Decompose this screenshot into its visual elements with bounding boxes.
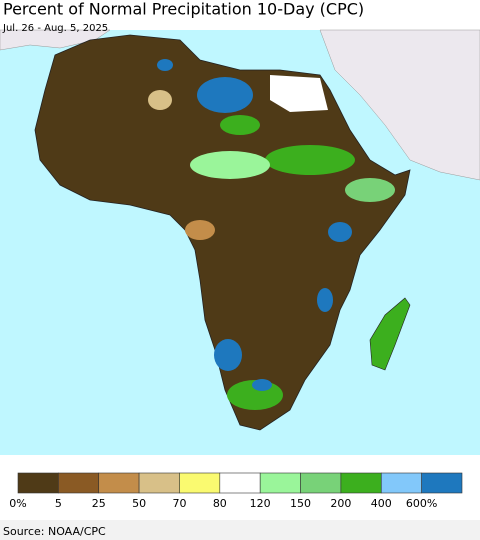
source: Source: NOAA/CPC <box>3 525 106 538</box>
legend-label: 400 <box>371 497 392 510</box>
legend-label: 120 <box>250 497 271 510</box>
region-wet <box>214 339 242 371</box>
legend-swatch <box>219 472 261 494</box>
region-dry <box>185 220 215 240</box>
legend-label: 5 <box>55 497 62 510</box>
legend-swatch <box>300 472 342 494</box>
legend-swatch <box>340 472 382 494</box>
legend-label: 70 <box>172 497 186 510</box>
region-wet <box>190 151 270 179</box>
region-wet <box>265 145 355 175</box>
region-wet <box>157 59 173 71</box>
region-wet <box>328 222 352 242</box>
legend-swatch <box>58 472 100 494</box>
arabia <box>319 29 480 181</box>
legend-swatch <box>17 472 59 494</box>
region-wet <box>252 379 272 391</box>
legend-label: 600% <box>406 497 437 510</box>
legend-label: 150 <box>290 497 311 510</box>
legend-label: 50 <box>132 497 146 510</box>
africa <box>34 34 411 431</box>
region-dry <box>148 90 172 110</box>
legend-label: 80 <box>213 497 227 510</box>
legend: 0% 5 25 50 70 80 120 150 200 400 600% <box>9 472 463 510</box>
legend-swatch <box>138 472 180 494</box>
footer <box>0 520 480 540</box>
region-normal <box>270 75 328 112</box>
map <box>0 29 480 455</box>
legend-swatch <box>259 472 301 494</box>
legend-swatch <box>179 472 221 494</box>
legend-swatch <box>421 472 463 494</box>
europe <box>0 29 111 51</box>
legend-swatch <box>380 472 422 494</box>
region-wet <box>197 77 253 113</box>
region-wet <box>220 115 260 135</box>
legend-swatch <box>98 472 140 494</box>
madagascar <box>369 297 411 371</box>
legend-label: 25 <box>92 497 106 510</box>
subtitle: Jul. 26 - Aug. 5, 2025 <box>2 23 108 34</box>
region-wet <box>317 288 333 312</box>
legend-label: 200 <box>330 497 351 510</box>
legend-label: 0% <box>9 497 26 510</box>
region-wet <box>345 178 395 202</box>
title: Percent of Normal Precipitation 10-Day (… <box>3 0 364 19</box>
